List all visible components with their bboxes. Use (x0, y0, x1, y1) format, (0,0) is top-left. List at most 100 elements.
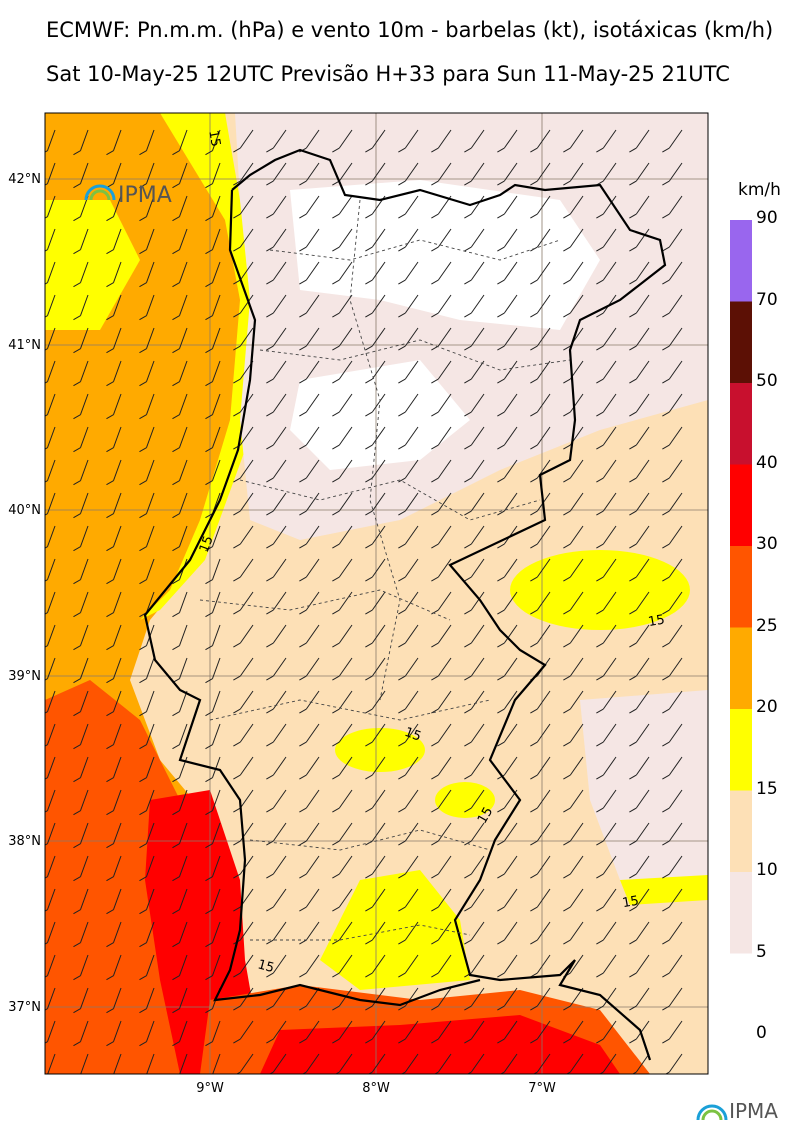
wind-barb (602, 756, 617, 776)
wind-barb (503, 558, 518, 578)
wind-barb-flag (530, 378, 538, 384)
wind-barb-flag (596, 675, 604, 681)
wind-barb (635, 888, 650, 908)
wind-barb-flag (629, 411, 637, 417)
wind-barb (635, 294, 650, 314)
wind-barb-flag (563, 774, 571, 780)
wind-barb (212, 261, 221, 283)
wind-barb (239, 558, 254, 578)
wind-barb (503, 921, 518, 941)
wind-barb (212, 855, 221, 877)
wind-barb-flag (233, 543, 241, 549)
wind-barb-flag (139, 282, 147, 288)
wind-barb (272, 294, 287, 314)
wind-barb-flag (266, 906, 274, 912)
wind-barb-flag (563, 939, 571, 945)
footer-ipma-logo: IPMA (695, 1099, 778, 1123)
wind-barb-flag (497, 213, 505, 219)
wind-barb-flag (266, 840, 274, 846)
wind-barb (212, 327, 221, 349)
wind-barb-flag (266, 609, 274, 615)
wind-barb (503, 855, 518, 875)
wind-barb-flag (266, 246, 274, 252)
wind-barb-flag (629, 1005, 637, 1011)
wind-barb (305, 789, 320, 809)
wind-barb (569, 492, 584, 512)
wind-barb-flag (563, 213, 571, 219)
wind-barb-flag (563, 510, 571, 516)
wind-barb (668, 624, 683, 644)
lon-label: 7°W (528, 1081, 556, 1096)
wind-barb (470, 888, 485, 908)
wind-barb (536, 327, 551, 347)
wind-barb (113, 459, 122, 481)
wind-barb (272, 327, 287, 347)
wind-barb-flag (332, 345, 340, 351)
wind-barb (305, 1053, 320, 1073)
wind-barb-flag (563, 543, 571, 549)
wind-barb (272, 228, 287, 248)
wind-barb (668, 129, 683, 149)
wind-barb (146, 162, 155, 184)
wind-barb (47, 954, 56, 976)
wind-barb (371, 492, 386, 512)
wind-barb (80, 591, 89, 613)
wind-barb (305, 195, 320, 215)
wind-barb-flag (45, 513, 48, 516)
wind-barb-flag (332, 708, 340, 714)
wind-barb-flag (45, 909, 48, 912)
wind-barb (80, 228, 89, 250)
wind-barb-flag (299, 774, 307, 780)
wind-barb-flag (266, 642, 274, 648)
wind-barb (47, 624, 56, 646)
wind-barb (668, 294, 683, 314)
wind-barb (146, 657, 155, 679)
wind-barb-flag (530, 510, 538, 516)
contour-label: 15 (402, 725, 423, 745)
wind-barb-flag (139, 183, 147, 189)
wind-barb (272, 129, 287, 149)
wind-barb (470, 657, 485, 677)
wind-barb (470, 162, 485, 182)
wind-barb-flag (266, 180, 274, 186)
wind-barb-flag (233, 147, 241, 153)
wind-barb (239, 525, 254, 545)
wind-barb-flag (596, 246, 604, 252)
wind-barb-flag (464, 807, 472, 813)
wind-barb (470, 690, 485, 710)
wind-barb (470, 1020, 485, 1040)
wind-barb (668, 756, 683, 776)
wind-barb (536, 855, 551, 875)
wind-barb-flag (530, 939, 538, 945)
wind-barb-flag (398, 774, 406, 780)
wind-barb-flag (233, 576, 241, 582)
wind-barb-flag (332, 807, 340, 813)
wind-barb-flag (299, 609, 307, 615)
wind-barb-flag (596, 213, 604, 219)
wind-barb-flag (464, 1005, 472, 1011)
wind-barb (338, 723, 353, 743)
wind-barb (80, 657, 89, 679)
wind-barb (437, 327, 452, 347)
wind-barb (503, 888, 518, 908)
wind-barb-flag (431, 840, 439, 846)
wind-barb-flag (596, 939, 604, 945)
wind-barb-flag (139, 315, 147, 321)
wind-barb (404, 591, 419, 611)
wind-barb-flag (73, 810, 81, 816)
wind-barb-flag (139, 843, 147, 849)
wind-barb (179, 261, 188, 283)
wind-barb (602, 228, 617, 248)
colorbar-tick-label: 0 (756, 1023, 767, 1043)
wind-barb (569, 756, 584, 776)
wind-barb-flag (662, 642, 670, 648)
wind-barb-flag (172, 909, 180, 915)
wind-barb (635, 756, 650, 776)
wind-barb-flag (629, 741, 637, 747)
wind-barb-flag (431, 939, 439, 945)
wind-barb (371, 459, 386, 479)
wind-barb (536, 591, 551, 611)
wind-barb (338, 888, 353, 908)
wind-barb-flag (299, 213, 307, 219)
wind-barb-flag (398, 807, 406, 813)
